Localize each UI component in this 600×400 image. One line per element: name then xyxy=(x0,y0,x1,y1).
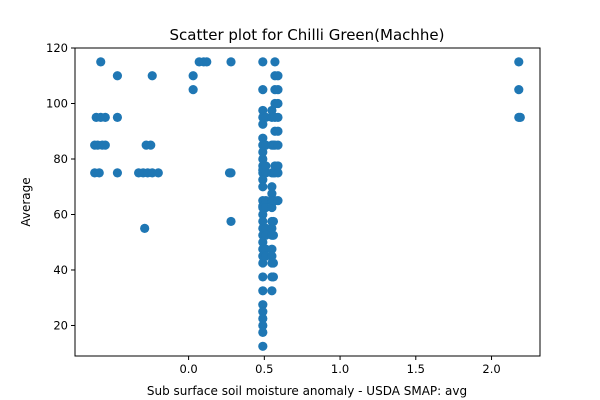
data-point xyxy=(267,105,277,116)
data-point xyxy=(188,71,198,81)
data-point xyxy=(273,196,283,206)
x-tick-label: 2.0 xyxy=(482,362,500,376)
x-tick-label: 1.0 xyxy=(331,362,349,376)
data-point xyxy=(267,223,277,233)
data-point xyxy=(258,286,268,296)
y-tick-label: 40 xyxy=(53,263,68,277)
data-point xyxy=(268,258,279,268)
data-point xyxy=(273,161,283,171)
data-point xyxy=(267,251,277,261)
data-point xyxy=(188,85,198,95)
data-point xyxy=(273,140,283,150)
data-point xyxy=(267,189,277,199)
data-point xyxy=(258,57,268,67)
data-point xyxy=(258,105,268,116)
data-point xyxy=(258,300,268,310)
data-point xyxy=(96,57,106,67)
data-point xyxy=(273,71,283,81)
data-point xyxy=(112,168,123,178)
data-point xyxy=(261,161,271,171)
y-tick-label: 20 xyxy=(53,318,68,332)
data-point xyxy=(258,258,268,268)
data-point xyxy=(267,202,277,213)
y-tick-label: 80 xyxy=(53,152,68,166)
data-point xyxy=(268,230,279,240)
data-point xyxy=(112,112,123,122)
data-point xyxy=(273,168,283,178)
x-axis-ticks: 0.0 0.5 1.0 1.5 2.0 xyxy=(179,356,501,376)
data-point xyxy=(226,216,236,227)
y-tick-label: 60 xyxy=(53,207,68,221)
data-point xyxy=(100,112,110,122)
data-point xyxy=(258,313,268,324)
data-point xyxy=(268,216,279,227)
data-point xyxy=(258,307,268,317)
data-point xyxy=(258,216,268,227)
data-point xyxy=(258,85,268,95)
data-point xyxy=(514,57,524,67)
data-points xyxy=(90,57,525,351)
data-point xyxy=(146,140,156,150)
data-point xyxy=(112,71,123,81)
data-point xyxy=(226,168,236,178)
data-point xyxy=(258,320,268,331)
x-tick-label: 0.5 xyxy=(255,362,273,376)
data-point xyxy=(273,126,283,136)
data-point xyxy=(226,57,236,67)
data-point xyxy=(258,175,268,185)
data-point xyxy=(515,112,525,122)
x-axis-label: Sub surface soil moisture anomaly - USDA… xyxy=(147,384,467,398)
data-point xyxy=(258,237,268,247)
data-point xyxy=(258,341,268,351)
data-point xyxy=(153,168,163,178)
x-tick-label: 1.5 xyxy=(407,362,425,376)
data-point xyxy=(100,140,110,150)
data-point xyxy=(258,154,268,164)
data-point xyxy=(258,182,268,192)
data-point xyxy=(268,272,279,282)
data-point xyxy=(258,147,268,157)
data-point xyxy=(258,119,268,129)
y-tick-label: 100 xyxy=(46,96,68,110)
data-point xyxy=(273,112,283,122)
data-point xyxy=(514,85,524,95)
data-point xyxy=(267,182,277,192)
data-point xyxy=(258,133,268,143)
data-point xyxy=(273,98,283,109)
data-point xyxy=(267,286,277,296)
data-point xyxy=(94,168,104,178)
data-point xyxy=(140,223,150,233)
data-point xyxy=(147,71,157,81)
data-point xyxy=(267,244,277,254)
x-tick-label: 0.0 xyxy=(179,362,197,376)
data-point xyxy=(273,85,283,95)
data-point xyxy=(258,209,268,220)
data-point xyxy=(258,272,268,282)
data-point xyxy=(258,327,268,338)
y-axis-label: Average xyxy=(19,177,33,226)
y-axis-ticks: 20 40 60 80 100 120 xyxy=(46,41,75,332)
chart-title: Scatter plot for Chilli Green(Machhe) xyxy=(170,26,445,44)
plot-frame xyxy=(74,47,541,357)
data-point xyxy=(202,57,212,67)
data-point xyxy=(270,57,280,67)
y-tick-label: 120 xyxy=(46,41,68,55)
